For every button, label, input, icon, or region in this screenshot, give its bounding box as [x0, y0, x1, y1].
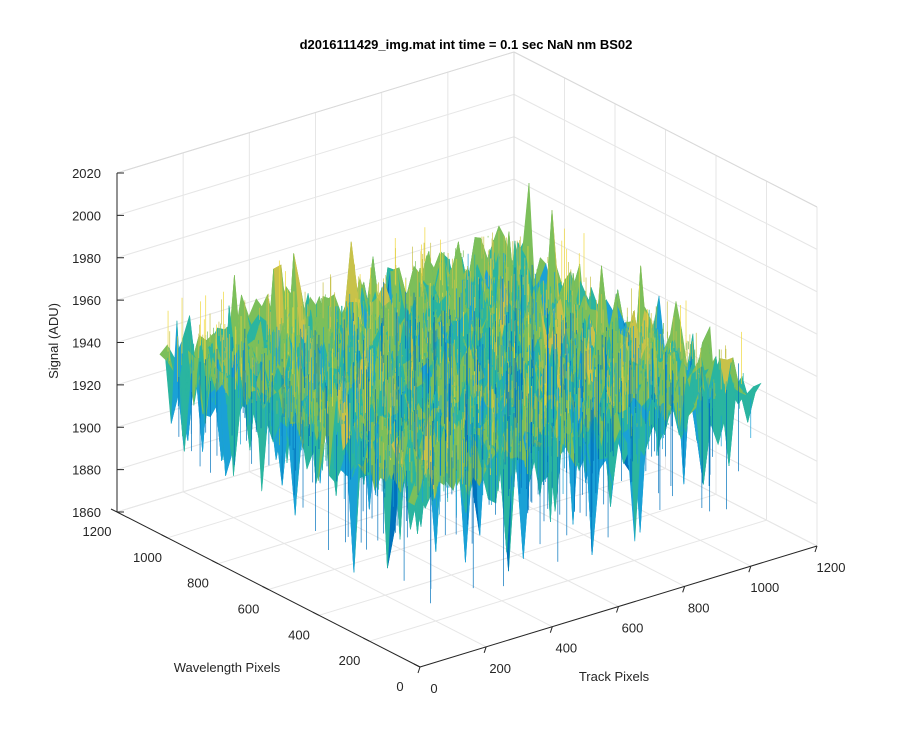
x-axis-label: Track Pixels: [579, 669, 650, 684]
y-tick: [312, 611, 320, 616]
y-tick-label: 800: [187, 576, 209, 591]
z-tick-label: 1980: [72, 251, 101, 266]
y-tick: [110, 508, 118, 513]
x-tick: [748, 566, 752, 573]
z-tick-label: 1940: [72, 336, 101, 351]
y-tick: [363, 637, 370, 642]
y-tick: [262, 586, 269, 590]
surface-plot: [159, 182, 762, 604]
y-tick: [211, 560, 219, 565]
x-tick-label: 800: [688, 600, 710, 615]
z-axis-label: Signal (ADU): [46, 303, 61, 379]
z-tick-label: 1860: [72, 505, 101, 520]
x-tick-label: 1200: [817, 560, 846, 575]
tick-labels: 0 200 400 600 800 1000 1200 0 200 400 600 800 1000 12…: [72, 166, 845, 696]
x-tick: [483, 646, 487, 653]
x-tick: [682, 586, 686, 593]
box-edge: [116, 51, 515, 174]
y-tick-label: 1200: [83, 524, 112, 539]
grid-line: [318, 493, 717, 616]
chart-title: d2016111429_img.mat int time = 0.1 sec N…: [300, 37, 633, 52]
x-tick: [616, 606, 619, 613]
y-tick-label: 200: [339, 653, 361, 668]
x-tick: [814, 545, 818, 553]
x-tick: [417, 666, 421, 674]
x-tick-label: 0: [430, 681, 437, 696]
z-tick-label: 1880: [72, 463, 101, 478]
x-tick-label: 1000: [750, 580, 779, 595]
y-tick: [161, 534, 168, 539]
y-tick: [413, 663, 421, 668]
x-tick: [549, 626, 553, 633]
z-tick-label: 1960: [72, 293, 101, 308]
x-tick-label: 400: [555, 641, 577, 656]
z-tick-label: 2020: [72, 166, 101, 181]
box-edge: [513, 51, 818, 208]
y-tick-label: 1000: [133, 550, 162, 565]
y-axis-label: Wavelength Pixels: [174, 660, 281, 675]
z-tick-label: 1920: [72, 378, 101, 393]
y-tick-label: 600: [238, 602, 260, 617]
y-tick-label: 400: [288, 627, 310, 642]
x-tick-label: 200: [489, 661, 511, 676]
z-tick-label: 2000: [72, 208, 101, 223]
y-tick-label: 0: [396, 679, 403, 694]
axes-box: [110, 172, 818, 674]
grid-line: [369, 519, 767, 642]
z-tick-label: 1900: [72, 420, 101, 435]
x-tick-label: 600: [622, 621, 644, 636]
